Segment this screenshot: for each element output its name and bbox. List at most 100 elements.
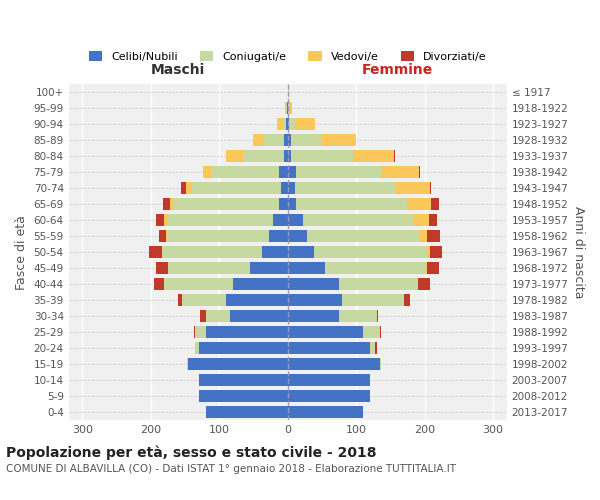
Bar [419,166,421,178]
Bar [303,214,413,226]
Bar [226,150,243,162]
Bar [407,198,431,210]
Bar [291,150,353,162]
Text: Femmine: Femmine [362,64,433,78]
Bar [343,294,404,306]
Bar [287,358,380,370]
Bar [280,166,287,178]
Bar [195,326,206,338]
Bar [287,214,303,226]
Bar [182,294,226,306]
Bar [206,310,230,322]
Bar [430,246,442,258]
Bar [163,246,262,258]
Bar [287,150,291,162]
Bar [166,230,167,242]
Bar [173,198,280,210]
Bar [427,262,439,274]
Bar [291,134,322,146]
Bar [430,182,431,194]
Bar [287,278,339,290]
Bar [287,166,296,178]
Bar [281,182,287,194]
Bar [287,134,291,146]
Bar [272,214,287,226]
Bar [295,182,396,194]
Bar [287,102,289,115]
Bar [394,150,395,162]
Bar [428,214,437,226]
Bar [264,134,284,146]
Bar [377,310,378,322]
Bar [339,278,418,290]
Bar [187,182,192,194]
Bar [284,134,287,146]
Bar [296,198,407,210]
Bar [200,310,206,322]
Bar [427,230,440,242]
Bar [431,198,439,210]
Bar [195,342,199,354]
Bar [170,198,173,210]
Bar [363,326,380,338]
Bar [199,342,287,354]
Bar [269,230,287,242]
Text: COMUNE DI ALBAVILLA (CO) - Dati ISTAT 1° gennaio 2018 - Elaborazione TUTTITALIA.: COMUNE DI ALBAVILLA (CO) - Dati ISTAT 1°… [6,464,456,474]
Bar [199,374,287,386]
Bar [287,262,325,274]
Bar [404,294,410,306]
Bar [307,230,420,242]
Bar [287,374,370,386]
Y-axis label: Fasce di età: Fasce di età [15,215,28,290]
Bar [413,214,428,226]
Bar [287,230,307,242]
Bar [154,278,164,290]
Bar [206,406,287,418]
Y-axis label: Anni di nascita: Anni di nascita [572,206,585,298]
Bar [284,150,287,162]
Bar [262,246,287,258]
Legend: Celibi/Nubili, Coniugati/e, Vedovi/e, Divorziati/e: Celibi/Nubili, Coniugati/e, Vedovi/e, Di… [85,46,491,66]
Bar [287,86,289,99]
Bar [285,102,286,115]
Bar [188,358,287,370]
Bar [287,326,363,338]
Bar [420,230,427,242]
Bar [425,262,427,274]
Bar [167,214,272,226]
Bar [162,246,163,258]
Bar [296,166,382,178]
Bar [149,246,162,258]
Bar [194,326,195,338]
Bar [325,262,425,274]
Bar [167,230,269,242]
Text: Popolazione per età, sesso e stato civile - 2018: Popolazione per età, sesso e stato civil… [6,446,377,460]
Bar [181,182,187,194]
Bar [211,166,280,178]
Bar [380,326,382,338]
Bar [230,310,287,322]
Text: Maschi: Maschi [151,64,205,78]
Bar [322,134,356,146]
Bar [353,150,394,162]
Bar [199,390,287,402]
Bar [233,278,287,290]
Bar [287,182,295,194]
Bar [339,310,377,322]
Bar [287,198,296,210]
Bar [280,198,287,210]
Bar [287,310,339,322]
Bar [203,166,211,178]
Bar [380,358,382,370]
Bar [418,278,430,290]
Bar [155,262,168,274]
Bar [286,118,287,130]
Bar [226,294,287,306]
Bar [243,150,284,162]
Bar [287,294,343,306]
Bar [156,214,164,226]
Bar [289,118,295,130]
Bar [168,262,250,274]
Bar [250,262,287,274]
Bar [164,278,233,290]
